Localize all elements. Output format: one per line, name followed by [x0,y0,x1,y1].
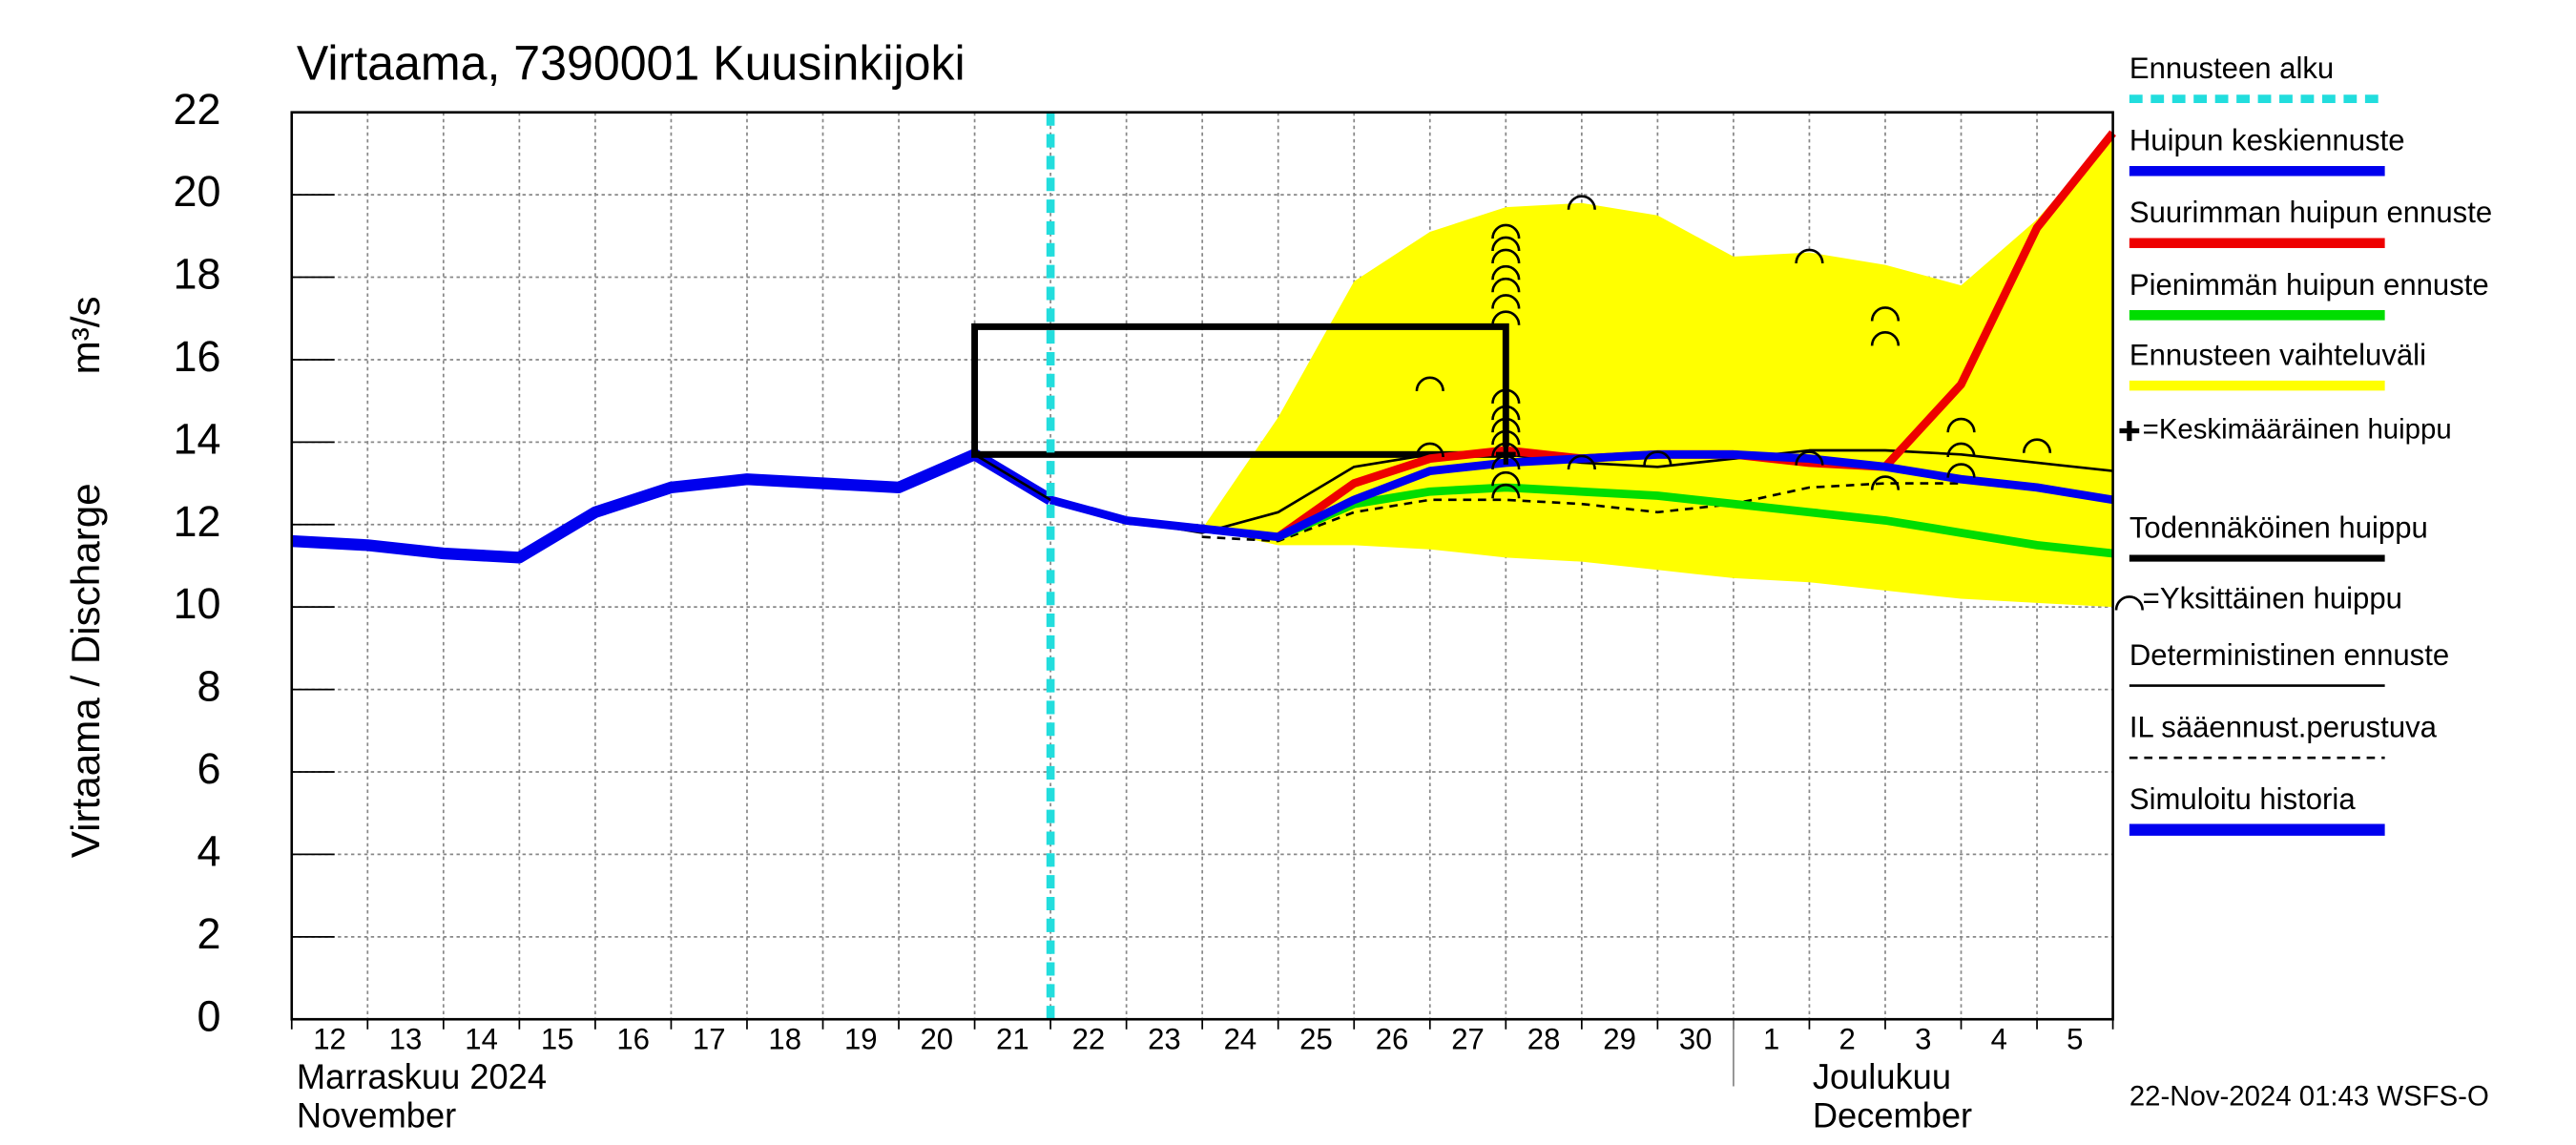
x-tick-label: 26 [1376,1022,1409,1055]
individual-peak [1491,310,1521,325]
individual-peak [1491,223,1521,239]
individual-peak [1795,248,1824,264]
legend-symbol [2119,420,2140,442]
x-tick-label: 27 [1451,1022,1485,1055]
individual-peak [1491,405,1521,421]
x-tick-label: 20 [921,1022,954,1055]
individual-peak [1567,454,1596,470]
series-line [1049,449,2114,542]
legend-label: Deterministinen ennuste [2129,638,2449,672]
individual-peak [1491,248,1521,264]
y-tick-label: 6 [197,744,221,793]
legend-label: Todennäköinen huippu [2129,510,2428,544]
month-label: Marraskuu 2024 [297,1057,547,1096]
legend-label: Ennusteen alku [2129,52,2334,85]
legend-label: Huipun keskiennuste [2129,123,2405,156]
x-tick-label: 23 [1148,1022,1181,1055]
x-tick-label: 5 [2067,1022,2083,1055]
legend-label: Pienimmän huipun ennuste [2129,268,2489,302]
y-tick-label: 0 [197,991,221,1040]
legend-label: =Yksittäinen huippu [2143,581,2402,614]
month-label: November [297,1095,456,1135]
individual-peak [1491,483,1521,499]
legend-label: =Keskimääräinen huippu [2143,413,2452,445]
individual-peak [1415,376,1444,391]
individual-peak [1795,450,1824,466]
x-tick-label: 30 [1679,1022,1713,1055]
individual-peak [1870,475,1901,490]
chart-title: Virtaama, 7390001 Kuusinkijoki [297,35,966,90]
legend-label: IL sääennust.perustuva [2129,710,2438,743]
x-tick-label: 14 [465,1022,498,1055]
x-tick-label: 4 [1991,1022,2007,1055]
individual-peak [1491,236,1521,252]
mean-peak [1495,444,1516,465]
series-line [291,448,1054,564]
individual-peak [1567,195,1596,210]
y-tick-label: 22 [174,84,221,133]
y-tick-label: 8 [197,661,221,710]
series-line [1202,482,1962,543]
individual-peak [1946,442,1976,458]
x-tick-label: 18 [768,1022,801,1055]
y-tick-label: 10 [174,579,221,628]
individual-peak [1491,294,1521,309]
individual-peak [1491,442,1521,458]
legend-label: Simuloitu historia [2129,782,2356,816]
x-tick-label: 16 [616,1022,650,1055]
y-axis-unit: m³/s [64,296,109,374]
y-tick-label: 4 [197,826,221,875]
x-tick-label: 3 [1915,1022,1931,1055]
y-tick-label: 2 [197,909,221,958]
x-tick-label: 2 [1839,1022,1856,1055]
x-tick-label: 29 [1603,1022,1636,1055]
individual-peak [1870,331,1901,346]
y-tick-label: 20 [174,167,221,216]
legend-label: Ennusteen vaihteluväli [2129,338,2426,371]
y-tick-label: 18 [174,249,221,298]
individual-peak [1491,429,1521,446]
x-tick-label: 22 [1072,1022,1106,1055]
x-tick-label: 25 [1299,1022,1333,1055]
individual-peak [1415,442,1444,458]
individual-peak [1491,417,1521,433]
legend-symbol [2114,595,2144,611]
individual-peak [1491,470,1521,487]
legend-label: Suurimman huipun ennuste [2129,196,2492,229]
individual-peak [1491,277,1521,293]
individual-peak [1491,388,1521,404]
x-tick-label: 28 [1527,1022,1561,1055]
individual-peak [2022,438,2052,453]
x-tick-label: 15 [541,1022,574,1055]
x-tick-label: 21 [996,1022,1029,1055]
individual-peak [1643,450,1672,466]
y-tick-label: 16 [174,332,221,381]
x-tick-label: 24 [1224,1022,1257,1055]
y-axis-label: Virtaama / Discharge [64,483,109,858]
y-tick-label: 14 [174,414,221,463]
x-tick-label: 13 [389,1022,423,1055]
individual-peak [1870,306,1901,322]
series-line [1277,483,2114,558]
y-tick-label: 12 [174,496,221,545]
x-tick-label: 12 [313,1022,346,1055]
individual-peak [1491,264,1521,281]
individual-peak [1946,417,1976,433]
x-tick-label: 19 [844,1022,878,1055]
x-tick-label: 1 [1763,1022,1779,1055]
individual-peak [1946,463,1976,478]
month-label: December [1813,1095,1972,1135]
x-tick-label: 17 [693,1022,726,1055]
month-label: Joulukuu [1813,1057,1951,1096]
timestamp: 22-Nov-2024 01:43 WSFS-O [2129,1080,2489,1112]
plot-frame [290,111,2114,1021]
